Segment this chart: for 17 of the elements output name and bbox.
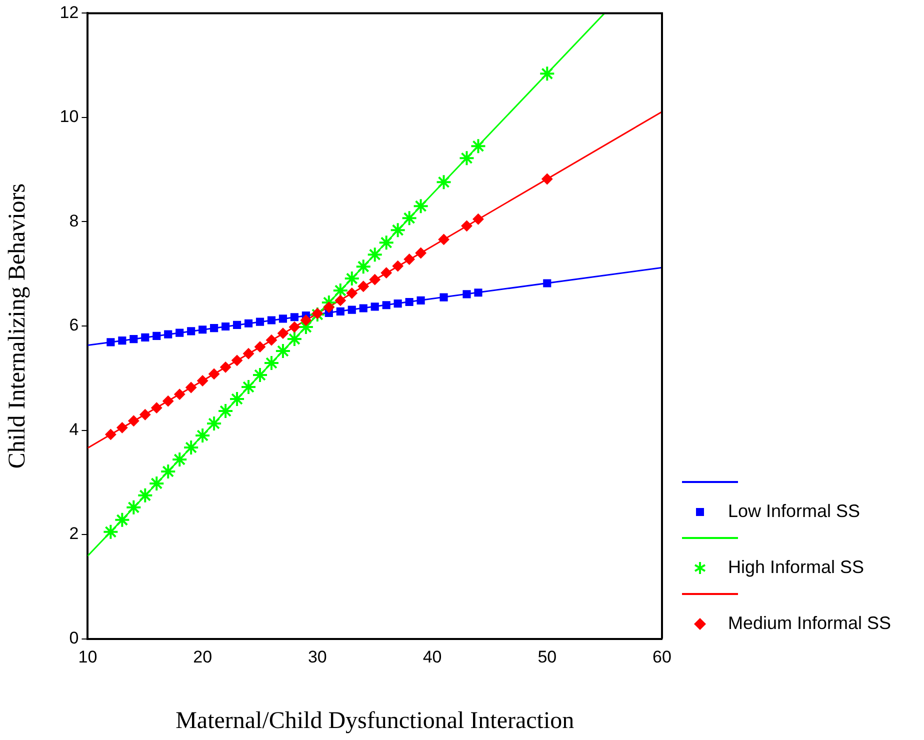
y-axis-title: Child Internalizing Behaviors	[4, 183, 31, 469]
y-tick-label: 0	[69, 628, 79, 648]
y-tick-label: 12	[60, 2, 79, 22]
x-tick-label: 20	[193, 648, 212, 667]
y-tick-label: 6	[69, 316, 79, 335]
x-tick-label: 50	[538, 648, 557, 667]
x-axis-title: Maternal/Child Dysfunctional Interaction	[176, 708, 574, 734]
legend-label: High Informal SS	[728, 557, 864, 578]
legend-label: Low Informal SS	[728, 501, 860, 522]
x-tick-label: 60	[652, 648, 672, 667]
legend-label: Medium Informal SS	[728, 613, 892, 634]
x-tick-label: 40	[422, 648, 442, 667]
y-tick-label: 10	[60, 107, 79, 126]
x-tick-label: 30	[308, 648, 327, 667]
y-tick-label: 4	[69, 420, 79, 439]
y-tick-label: 2	[69, 524, 79, 544]
y-tick-label: 8	[69, 211, 79, 230]
